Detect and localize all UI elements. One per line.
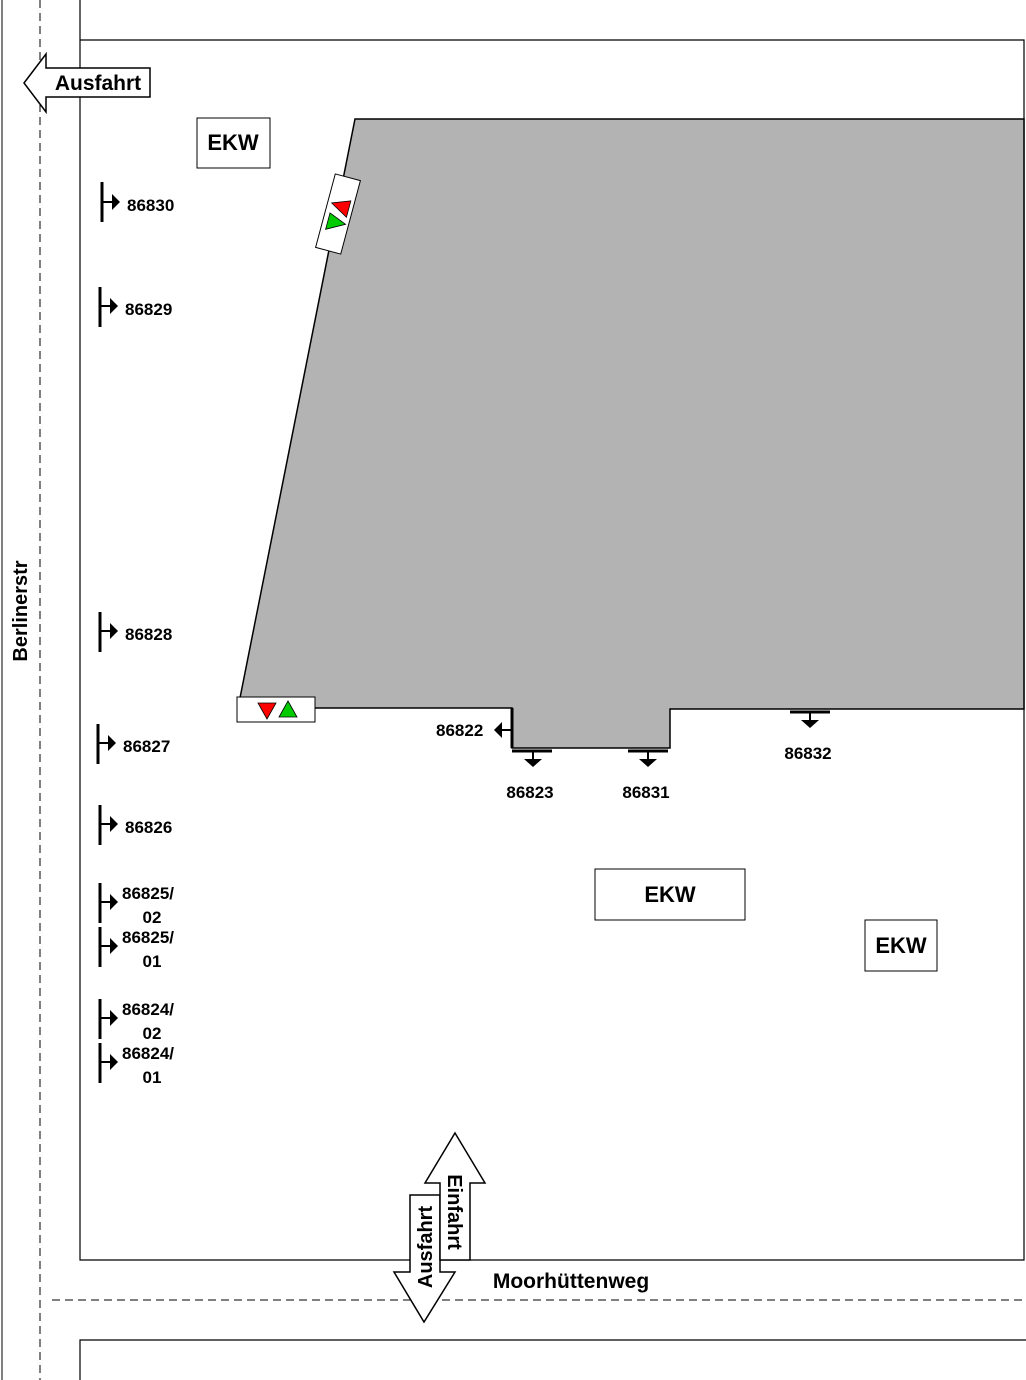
marker-label-line2: 02 [143,1024,162,1043]
marker-label-line2: 01 [143,1068,162,1087]
marker-86830: 86830 [100,182,174,222]
marker-label: 86830 [127,196,174,215]
arrow-icon [494,722,502,738]
marker-86831: 86831 [622,749,670,802]
traffic-signal-icon [236,696,316,723]
moorhuettenweg-label: Moorhüttenweg [493,1270,649,1293]
arrow-icon [110,816,118,832]
marker-label: 86829 [125,300,172,319]
traffic-signal-icon [314,173,362,255]
marker-label: 86826 [125,818,172,837]
arrow-icon [112,194,120,210]
arrow-icon [423,1131,487,1261]
marker-label: 86827 [123,737,170,756]
exit-label-top-left: Ausfahrt [55,72,141,95]
marker-label: 86832 [784,744,831,763]
arrow-icon [110,623,118,639]
ekw-label: EKW [875,933,927,958]
marker-86829: 86829 [98,287,172,327]
building-markers: 86822 86823 86831 86832 [436,708,832,802]
entry-arrow-bottom: Einfahrt [423,1131,487,1261]
exit-label-bottom: Ausfahrt [415,1206,437,1289]
marker-label-line1: 86825/ [122,928,174,947]
marker-label-line1: 86824/ [122,1000,174,1019]
marker-86827: 86827 [96,724,170,764]
entry-label-bottom: Einfahrt [443,1174,465,1250]
marker-86825-01: 86825/ 01 [98,927,174,971]
marker-label-line2: 02 [143,908,162,927]
ekw-box-right: EKW [864,919,938,972]
marker-86822: 86822 [436,708,514,748]
signal-green-triangle [325,212,347,230]
marker-86823: 86823 [506,749,554,802]
south-property-edge [79,1339,1026,1380]
arrow-icon [639,759,657,767]
ekw-label: EKW [207,130,259,155]
marker-label-line1: 86824/ [122,1044,174,1063]
signal-red-triangle [257,702,277,720]
arrow-icon [23,51,151,115]
ekw-box-center: EKW [594,868,746,921]
marker-label-line2: 01 [143,952,162,971]
ekw-box-top-left: EKW [196,117,271,169]
marker-86832: 86832 [784,710,832,763]
arrow-icon [524,759,542,767]
building-footprint [237,118,1025,749]
arrow-icon [108,735,116,751]
marker-86826: 86826 [98,805,172,845]
arrow-icon [110,938,118,954]
signal-green-triangle [278,700,298,718]
marker-label: 86828 [125,625,172,644]
arrow-icon [801,720,819,728]
berlinerstr-label: Berlinerstr [10,560,32,661]
arrow-icon [110,1010,118,1026]
west-markers: 86830 86829 86828 86827 86826 [96,182,174,1087]
property-boundary [79,0,1025,1261]
marker-label: 86831 [622,783,669,802]
marker-86828: 86828 [98,612,172,652]
marker-86824-02: 86824/ 02 [98,999,174,1043]
marker-label: 86823 [506,783,553,802]
marker-label-line1: 86825/ [122,884,174,903]
arrow-icon [110,894,118,910]
ekw-label: EKW [644,882,696,907]
arrow-icon [110,1054,118,1070]
marker-label: 86822 [436,721,483,740]
signal-red-triangle [330,200,352,219]
exit-arrow-top-left: Ausfahrt [23,51,151,115]
marker-86824-01: 86824/ 01 [98,1043,174,1087]
marker-86825-02: 86825/ 02 [98,883,174,927]
arrow-icon [110,298,118,314]
